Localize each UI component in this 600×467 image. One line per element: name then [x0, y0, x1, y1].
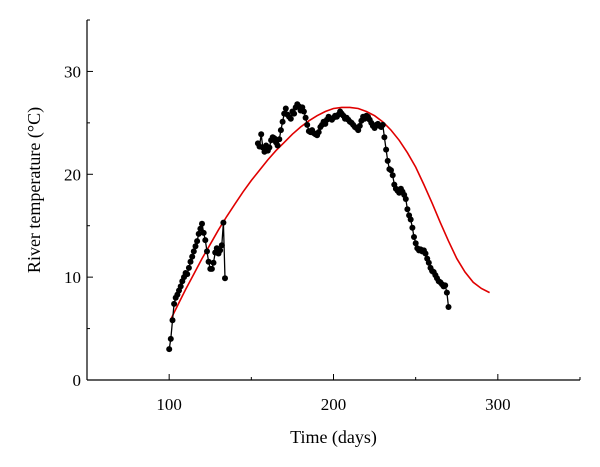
data-point [276, 136, 283, 143]
data-point [442, 282, 449, 289]
y-axis-title: River temperature (°C) [24, 107, 45, 273]
data-point [282, 105, 289, 112]
data-point [167, 335, 174, 342]
data-point [166, 346, 173, 353]
y-tick-label: 10 [64, 268, 81, 287]
data-point [425, 259, 432, 266]
data-point [169, 317, 176, 324]
data-point [422, 250, 429, 257]
data-point [304, 121, 311, 128]
data-point [194, 238, 201, 245]
data-points-group [166, 101, 452, 353]
data-point [389, 172, 396, 179]
data-point [388, 167, 394, 174]
data-point [381, 134, 388, 141]
data-point [302, 114, 309, 121]
data-point [277, 127, 284, 134]
data-point [412, 240, 419, 247]
data-point [192, 243, 199, 250]
data-point [274, 142, 281, 149]
data-point [177, 283, 184, 290]
data-point [220, 219, 227, 226]
data-point [171, 300, 178, 307]
data-point [189, 253, 196, 260]
x-tick-label: 100 [156, 395, 182, 414]
data-point [266, 144, 273, 151]
y-tick-label: 0 [73, 371, 82, 390]
data-point [356, 122, 363, 129]
y-tick-label: 20 [64, 165, 81, 184]
data-point [184, 271, 191, 278]
data-point [315, 129, 322, 136]
data-point [383, 146, 390, 153]
data-point [217, 247, 224, 254]
data-point [443, 289, 450, 296]
data-point [195, 230, 202, 237]
data-point [202, 237, 209, 244]
data-point [291, 110, 298, 117]
data-point [222, 275, 228, 282]
data-point [404, 206, 411, 213]
data-point [208, 265, 215, 272]
data-point [409, 224, 416, 231]
data-point [204, 248, 210, 255]
data-point [279, 118, 286, 125]
data-point [287, 115, 294, 122]
data-point [190, 248, 197, 255]
data-line [257, 103, 450, 308]
data-point [200, 229, 207, 236]
data-point [197, 225, 204, 232]
data-point [187, 258, 194, 265]
axes: 0 10 20 30 100 200 300 [64, 19, 581, 414]
x-tick-label: 300 [485, 395, 511, 414]
data-point [402, 196, 409, 202]
x-axis-title: Time (days) [290, 427, 377, 448]
y-tick-label: 30 [64, 62, 81, 81]
data-point [218, 242, 225, 249]
data-point [185, 264, 192, 271]
data-point [210, 259, 217, 266]
data-point [205, 258, 212, 265]
data-point [199, 220, 205, 227]
x-tick-label: 200 [321, 395, 347, 414]
data-point [384, 157, 391, 164]
data-point [445, 304, 452, 310]
data-point [411, 234, 417, 240]
data-point [258, 131, 265, 138]
data-point [379, 121, 386, 128]
data-point [407, 216, 414, 223]
data-point [300, 108, 307, 115]
